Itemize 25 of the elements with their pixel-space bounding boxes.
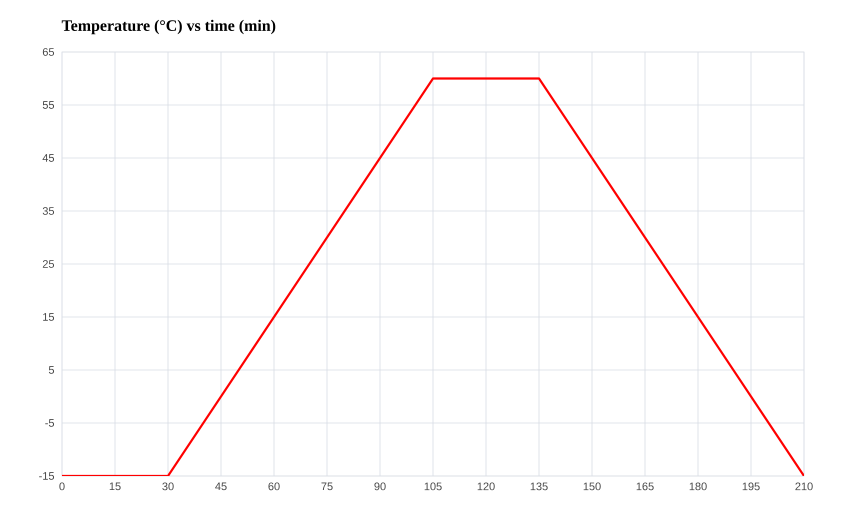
x-tick-label: 90 bbox=[374, 482, 386, 490]
x-tick-label: 150 bbox=[584, 482, 601, 490]
chart-title: Temperature (°C) vs time (min) bbox=[62, 20, 276, 34]
x-tick-label: 30 bbox=[162, 482, 174, 490]
x-tick-label: 105 bbox=[424, 482, 442, 490]
x-tick-label: 135 bbox=[530, 482, 548, 490]
y-tick-label: 45 bbox=[42, 154, 54, 162]
y-tick-label: -5 bbox=[45, 419, 54, 427]
x-tick-label: 210 bbox=[795, 482, 813, 490]
y-tick-label: -15 bbox=[39, 472, 54, 480]
x-tick-label: 180 bbox=[690, 482, 707, 490]
x-tick-label: 15 bbox=[110, 482, 121, 490]
y-tick-label: 65 bbox=[42, 48, 54, 56]
y-tick-label: 15 bbox=[43, 313, 54, 321]
x-tick-label: 195 bbox=[742, 482, 760, 490]
y-tick-label: 35 bbox=[42, 207, 54, 215]
y-tick-label: 25 bbox=[42, 260, 54, 268]
y-tick-label: 5 bbox=[48, 366, 54, 374]
x-tick-label: 0 bbox=[59, 482, 65, 490]
x-tick-label: 60 bbox=[268, 482, 280, 490]
x-tick-label: 120 bbox=[478, 482, 495, 490]
y-tick-label: 55 bbox=[42, 101, 54, 109]
x-tick-label: 165 bbox=[636, 482, 654, 490]
x-tick-label: 75 bbox=[321, 482, 333, 490]
x-tick-label: 45 bbox=[215, 482, 227, 490]
